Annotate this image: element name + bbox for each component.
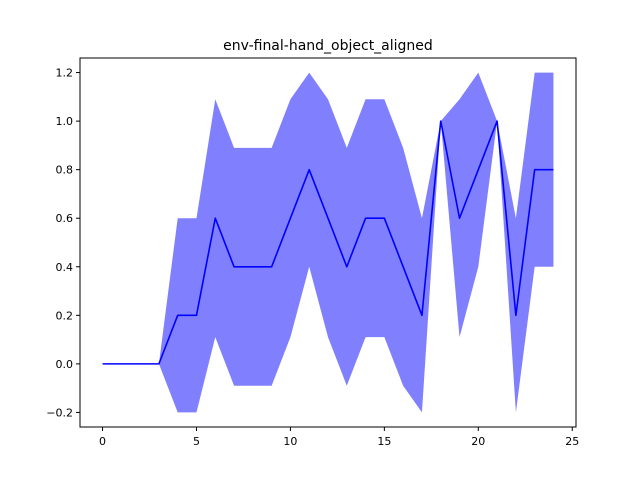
y-tick-label: 0.8 (56, 164, 74, 177)
chart-title: env-final-hand_object_aligned (223, 38, 433, 54)
x-tick-label: 10 (283, 435, 297, 448)
x-tick-label: 25 (565, 435, 579, 448)
y-tick-label: 1.2 (56, 67, 74, 80)
y-tick-label: 0.4 (56, 261, 74, 274)
y-tick-label: 1.0 (56, 115, 74, 128)
plot-area (102, 72, 554, 413)
y-tick-label: 0.0 (56, 358, 74, 371)
x-tick-label: 15 (377, 435, 391, 448)
mean-line-0 (102, 120, 554, 365)
y-tick-label: 0.6 (56, 212, 74, 225)
y-tick-label: −0.2 (46, 406, 73, 419)
x-tick-label: 5 (193, 435, 200, 448)
confidence-band-0 (102, 72, 554, 413)
axes: 0 5 10 15 20 25 −0.2 0.0 0.2 0.4 0.6 0.8 1.0 1.2 (46, 57, 579, 448)
x-tick-label: 0 (99, 435, 106, 448)
x-tick-label: 20 (471, 435, 485, 448)
y-tick-label: 0.2 (56, 309, 74, 322)
axes-frame (79, 57, 577, 428)
